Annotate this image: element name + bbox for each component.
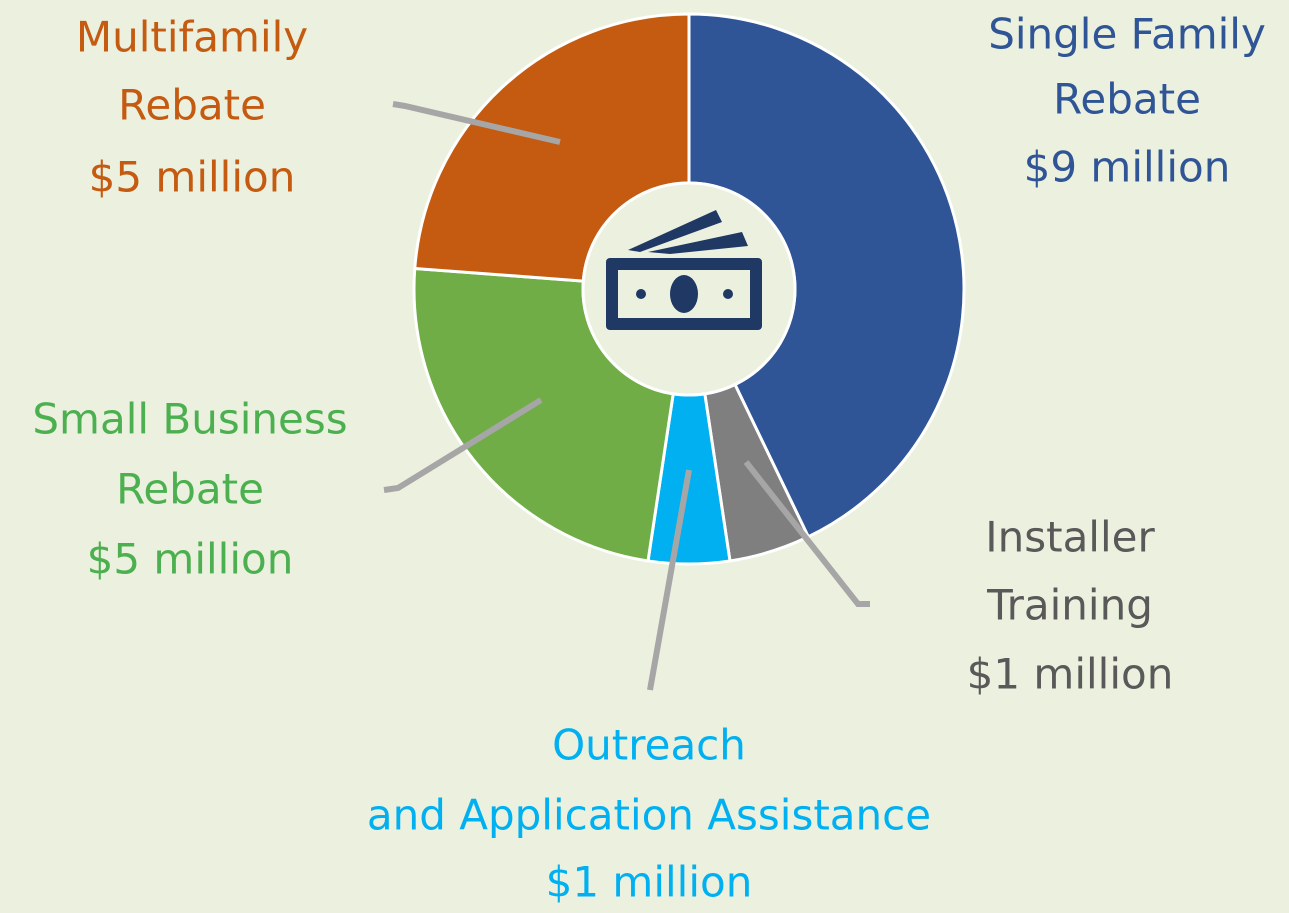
labels: Single Family Rebate $9 million Installer Tr… xyxy=(32,10,1265,907)
category-label: Multifamily xyxy=(76,13,308,62)
value-label: $5 million xyxy=(89,153,296,202)
category-label: Installer xyxy=(985,513,1155,562)
leader-line xyxy=(647,469,692,691)
category-label: Rebate xyxy=(118,81,266,130)
value-label: $5 million xyxy=(87,535,294,584)
leader-line xyxy=(383,397,543,493)
leader-line xyxy=(743,460,870,607)
category-label: Rebate xyxy=(1053,75,1201,124)
category-label: Rebate xyxy=(116,465,264,514)
category-label: Small Business xyxy=(32,395,347,444)
category-label: Outreach xyxy=(552,721,746,770)
money-icon xyxy=(606,210,762,330)
category-label: and Application Assistance xyxy=(367,791,931,840)
category-label: Single Family xyxy=(988,10,1266,59)
value-label: $1 million xyxy=(967,650,1174,699)
value-label: $1 million xyxy=(546,858,753,907)
leader-line xyxy=(392,101,561,145)
value-label: $9 million xyxy=(1024,143,1231,192)
leader-lines xyxy=(383,101,870,691)
category-label: Training xyxy=(986,581,1153,630)
